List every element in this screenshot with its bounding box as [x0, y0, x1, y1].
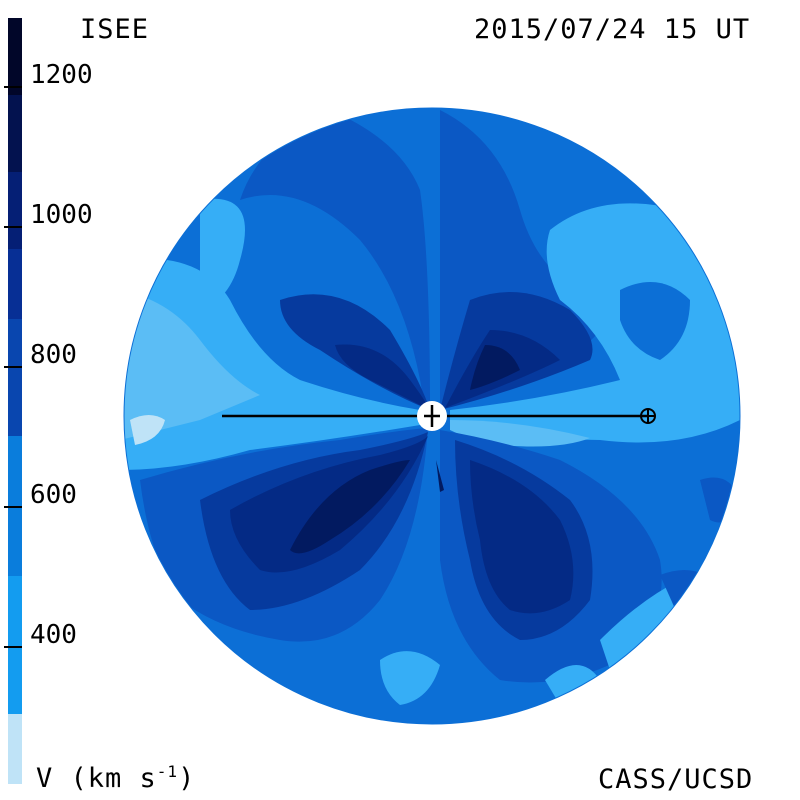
colorbar-tick-label: 800 — [30, 340, 77, 370]
colorbar-tick — [4, 86, 22, 88]
credit-label: CASS/UCSD — [598, 764, 754, 795]
colorbar-tick — [4, 226, 22, 228]
velocity-disk — [124, 108, 740, 724]
timestamp-label: 2015/07/24 15 UT — [474, 14, 751, 45]
colorbar-segment — [8, 172, 22, 249]
unit-text: V (km s — [36, 763, 157, 794]
colorbar-segment — [8, 18, 22, 95]
colorbar-tick-label: 400 — [30, 620, 77, 650]
colorbar-segment — [8, 576, 22, 714]
colorbar-segment — [8, 95, 22, 172]
colorbar-tick — [4, 646, 22, 648]
colorbar-tick — [4, 506, 22, 508]
colorbar-segment — [8, 319, 22, 436]
unit-close: ) — [178, 763, 196, 794]
unit-exponent: -1 — [156, 762, 179, 781]
colorbar-tick-label: 1200 — [30, 60, 93, 90]
colorbar-tick-label: 1000 — [30, 200, 93, 230]
colorbar-segment — [8, 249, 22, 319]
colorbar-tick — [4, 366, 22, 368]
earth-icon — [640, 408, 656, 424]
disk-outline — [123, 107, 741, 725]
colorbar-tick-label: 600 — [30, 480, 77, 510]
colorbar-segment — [8, 714, 22, 784]
colorbar-unit-label: V (km s-1) — [36, 762, 195, 794]
app-title: ISEE — [80, 14, 150, 45]
